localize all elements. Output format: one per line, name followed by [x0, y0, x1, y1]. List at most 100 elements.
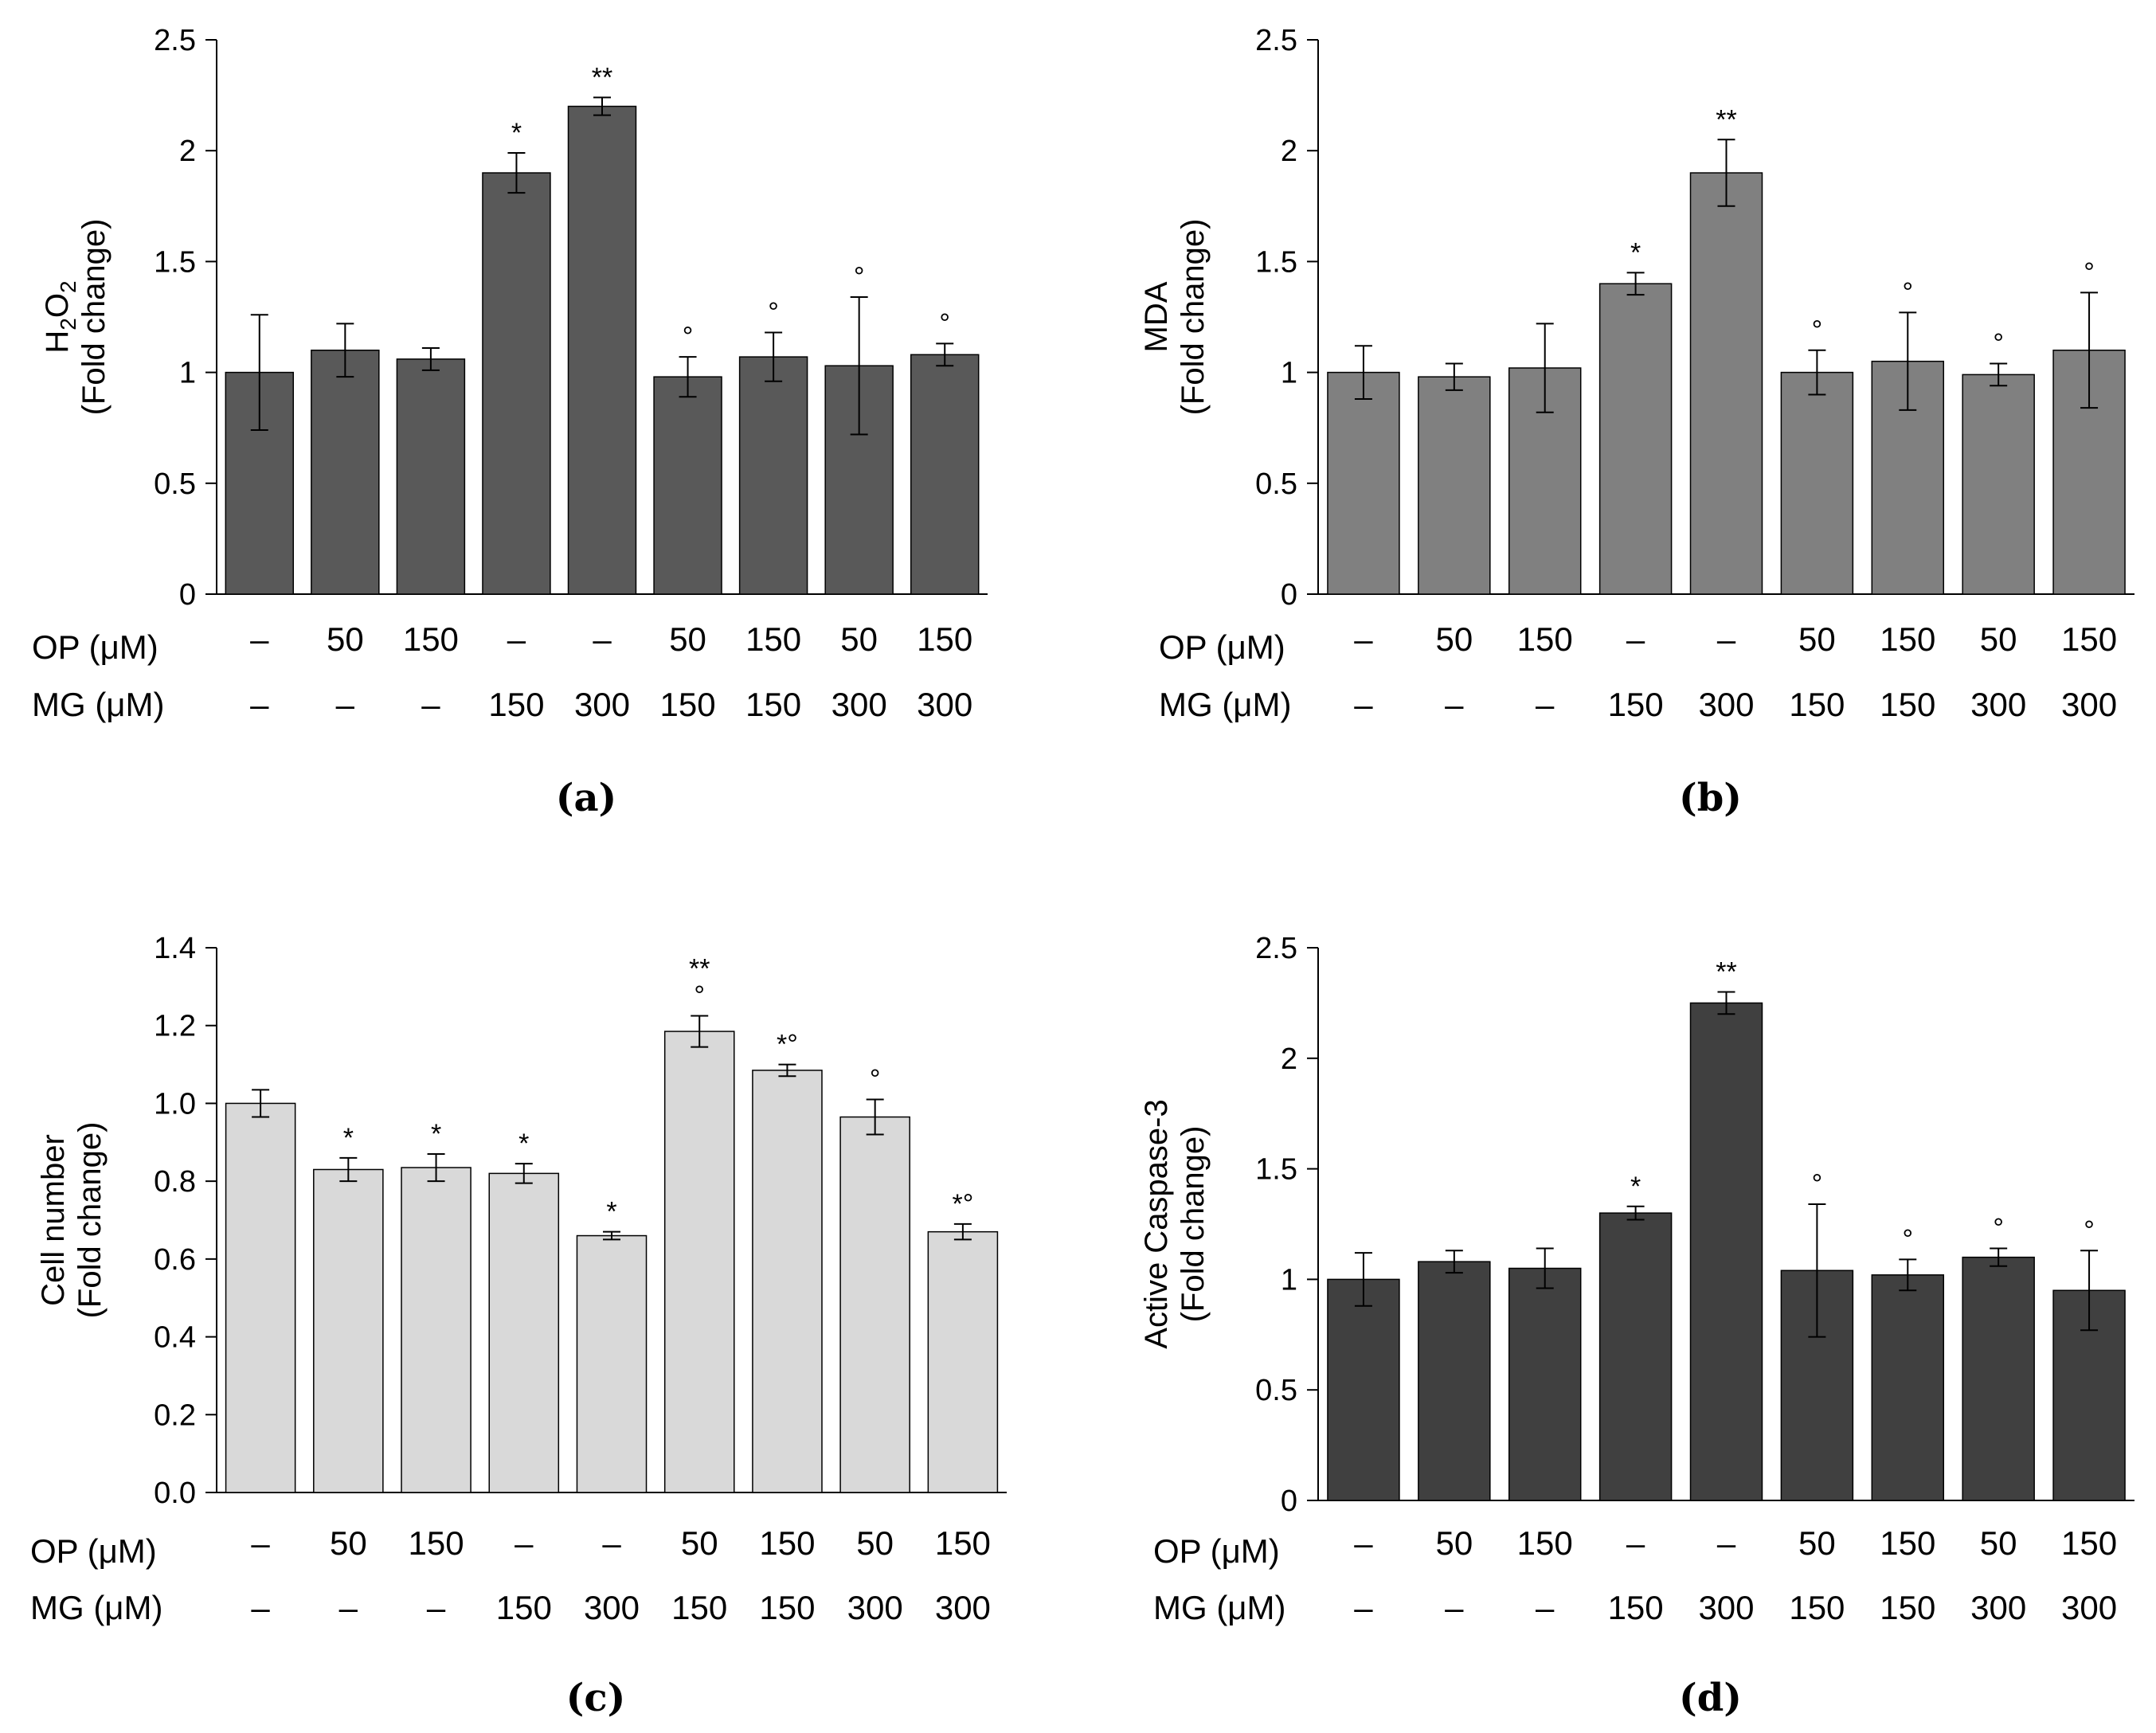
bar — [1871, 1274, 1945, 1501]
bar — [488, 1172, 560, 1493]
op-dose-label: – — [602, 1524, 621, 1562]
y-tick-label: 1 — [179, 357, 196, 390]
mg-row-label: MG (μM) — [32, 686, 164, 723]
mg-dose-label: 300 — [1698, 686, 1754, 723]
bar — [1508, 1267, 1582, 1501]
significance-mark: ° — [939, 308, 950, 338]
significance-mark: ° — [694, 981, 705, 1011]
significance-mark: *° — [777, 1030, 798, 1060]
op-dose-label: 150 — [1880, 620, 1935, 658]
y-axis-label: Active Caspase-3 (Fold change) — [1139, 1099, 1211, 1348]
op-dose-label: 150 — [759, 1524, 815, 1562]
panel-caption: (b) — [1679, 776, 1742, 820]
y-tick-label: 1.2 — [154, 1010, 196, 1043]
mg-dose-label: – — [336, 686, 355, 723]
op-dose-label: 150 — [403, 620, 459, 658]
significance-mark: ° — [683, 322, 694, 352]
bar — [1962, 374, 2035, 595]
panel-caption: (d) — [1679, 1676, 1742, 1720]
bar — [1780, 371, 1854, 595]
mg-dose-label: – — [421, 686, 440, 723]
bar — [1327, 371, 1400, 595]
mg-dose-label: 300 — [2061, 1589, 2117, 1626]
mg-dose-label: 150 — [1608, 1589, 1664, 1626]
mg-dose-label: – — [1354, 686, 1373, 723]
y-tick-label: 1.0 — [154, 1087, 196, 1121]
mg-dose-label: 300 — [1698, 1589, 1754, 1626]
significance-mark: ° — [854, 262, 865, 292]
op-dose-label: 50 — [1435, 620, 1473, 658]
chart-panel-c: 0.0 0.2 0.4 0.6 0.8 1.0 1.2 1.4 – – * 50 – * 150 – * – 150… — [30, 932, 1007, 1720]
mg-dose-label: 300 — [1970, 1589, 2026, 1626]
bar — [2052, 350, 2126, 595]
bar — [1962, 1256, 2035, 1501]
op-dose-label: 50 — [669, 620, 706, 658]
mg-dose-label: – — [1354, 1589, 1373, 1626]
significance-mark: *° — [952, 1189, 973, 1219]
mg-dose-label: 150 — [496, 1589, 552, 1626]
y-tick-label: 1 — [1281, 1263, 1297, 1297]
y-tick-label: 2 — [1281, 135, 1297, 168]
op-dose-label: – — [1626, 1524, 1645, 1562]
y-tick-label: 0.0 — [154, 1477, 196, 1510]
significance-mark: ** — [689, 954, 710, 984]
panel-caption: (a) — [556, 776, 617, 820]
y-tick-label: 1 — [1281, 357, 1297, 390]
op-row-label: OP (μM) — [1159, 628, 1285, 666]
op-dose-label: 150 — [1517, 620, 1573, 658]
chart-panel-d: 0 0.5 1 1.5 2 2.5 – – 50 – 150 – * – 150 ** – 300 ° 50 150 ° 1… — [1139, 932, 2134, 1720]
op-row-label: OP (μM) — [32, 628, 158, 666]
significance-mark: ° — [2084, 257, 2095, 288]
mg-dose-label: – — [1536, 1589, 1555, 1626]
y-tick-label: 0.6 — [154, 1243, 196, 1277]
significance-mark: ** — [592, 62, 612, 92]
mg-dose-label: – — [339, 1589, 358, 1626]
y-tick-label: 1.5 — [1255, 1153, 1297, 1187]
bar — [653, 376, 722, 595]
op-dose-label: 150 — [2061, 1524, 2117, 1562]
significance-mark: ° — [1993, 328, 2004, 358]
op-dose-label: – — [1717, 1524, 1736, 1562]
y-tick-label: 0.5 — [154, 467, 196, 501]
op-dose-label: 50 — [681, 1524, 718, 1562]
y-axis-label-line2: (Fold change) — [72, 1122, 108, 1319]
bar — [567, 105, 637, 595]
bar — [839, 1116, 910, 1493]
chart-panel-b: 0 0.5 1 1.5 2 2.5 – – 50 – 150 – * – 150 ** – 300 ° 50 150 ° 1… — [1139, 24, 2134, 820]
op-dose-label: 150 — [917, 620, 972, 658]
y-tick-label: 0.5 — [1255, 467, 1297, 501]
y-tick-label: 0.5 — [1255, 1374, 1297, 1407]
mg-dose-label: – — [251, 1589, 270, 1626]
mg-row-label: MG (μM) — [1159, 686, 1291, 723]
significance-mark: ° — [768, 297, 779, 327]
mg-dose-label: 150 — [1880, 1589, 1935, 1626]
y-axis-label-line2: (Fold change) — [1176, 219, 1211, 416]
op-dose-label: 50 — [1798, 620, 1836, 658]
mg-dose-label: 150 — [660, 686, 716, 723]
bar — [1418, 376, 1491, 595]
y-tick-label: 0 — [1281, 578, 1297, 612]
y-tick-label: 2.5 — [154, 24, 196, 57]
significance-mark: * — [1630, 237, 1641, 268]
bar — [738, 356, 808, 595]
mg-dose-label: 150 — [1880, 686, 1935, 723]
bar — [311, 350, 380, 595]
op-dose-label: 50 — [1435, 1524, 1473, 1562]
significance-mark: * — [606, 1197, 616, 1227]
op-dose-label: 150 — [2061, 620, 2117, 658]
bar — [752, 1070, 823, 1493]
op-dose-label: 50 — [330, 1524, 367, 1562]
op-dose-label: – — [250, 620, 269, 658]
op-dose-label: 50 — [840, 620, 878, 658]
mg-dose-label: – — [1536, 686, 1555, 723]
y-tick-label: 2 — [1281, 1043, 1297, 1076]
op-dose-label: 50 — [1980, 1524, 2017, 1562]
y-tick-label: 0 — [179, 578, 196, 612]
significance-mark: ** — [1716, 104, 1736, 135]
mg-dose-label: 300 — [574, 686, 630, 723]
mg-dose-label: 150 — [1789, 1589, 1845, 1626]
op-dose-label: – — [1626, 620, 1645, 658]
op-dose-label: 50 — [856, 1524, 894, 1562]
op-dose-label: 150 — [935, 1524, 991, 1562]
